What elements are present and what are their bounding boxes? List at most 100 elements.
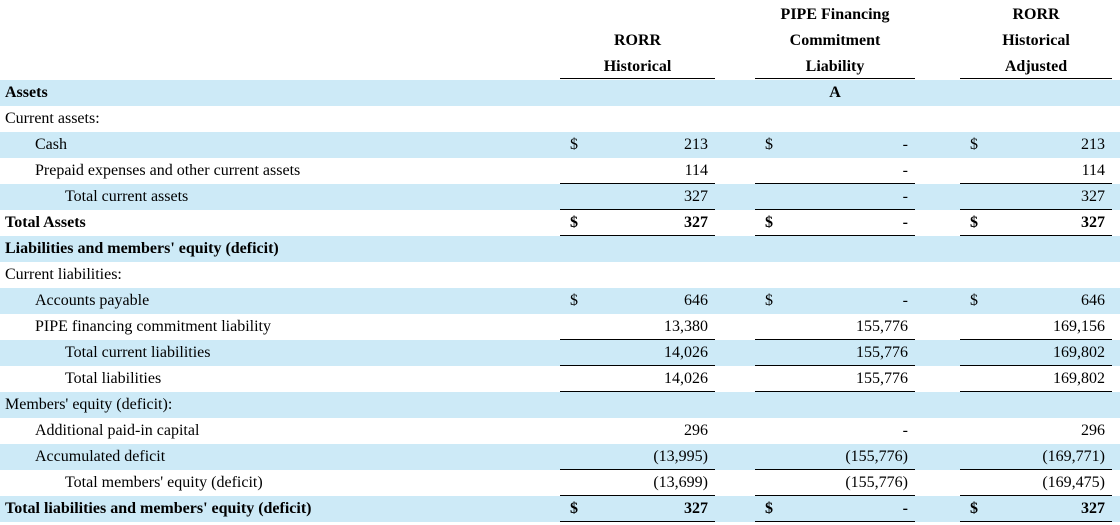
row-label: Accumulated deficit [35,448,166,465]
row-label: Additional paid-in capital [35,422,200,439]
value-cell: 155,776 [755,314,915,340]
value-cell: (169,771) [960,444,1112,470]
value-cell: - [755,158,915,184]
amount: 169,802 [1053,370,1105,387]
row-label: Accounts payable [35,292,150,309]
value-cell: $213 [960,132,1112,157]
currency-sign: $ [570,136,578,153]
table-row: Liabilities and members' equity (deficit… [0,236,1120,262]
currency-sign: $ [765,500,773,517]
currency-sign: $ [570,292,578,309]
value-cell: $327 [560,496,715,522]
value-cell: $ - [755,132,915,157]
row-label: Total liabilities and members' equity (d… [5,500,312,517]
value-cell: $ - [755,496,915,522]
table-row: Current assets: [0,106,1120,132]
currency-sign: $ [570,214,578,231]
row-label: Prepaid expenses and other current asset… [35,162,301,179]
column-header: PIPE Financing [780,6,890,23]
amount: 327 [1081,188,1105,205]
table-row: Total liabilities and members' equity (d… [0,496,1120,522]
currency-sign: $ [970,292,978,309]
row-label: Liabilities and members' equity (deficit… [5,240,279,257]
row-label: Current liabilities: [5,266,122,283]
header-rule [960,78,1112,79]
value-cell: $ - [755,210,915,236]
amount: 14,026 [664,370,708,387]
row-label: Cash [35,136,67,153]
row-label: Members' equity (deficit): [5,396,173,413]
row-label: Total members' equity (deficit) [65,474,263,491]
value-cell: (169,475) [960,470,1112,496]
column-header: RORR [613,32,662,49]
value-cell: 114 [560,158,715,184]
value-cell: 14,026 [560,340,715,366]
value-cell: 155,776 [755,366,915,392]
value-cell: (13,995) [560,444,715,470]
amount: - [902,162,908,179]
amount: 114 [684,162,708,179]
row-label: Total current assets [65,188,189,205]
table-row: Total current assets 327 - 327 [0,184,1120,210]
column-header: Historical [603,58,672,75]
value-cell: $327 [560,210,715,236]
value-cell: $327 [960,496,1112,522]
amount: 169,156 [1053,318,1105,335]
amount: 114 [1081,162,1105,179]
amount: 327 [684,188,708,205]
value-cell: $213 [560,132,715,157]
value-cell: 169,156 [960,314,1112,340]
column-header: Liability [805,58,865,75]
table-row: Additional paid-in capital 296 - 296 [0,418,1120,444]
table-row: Prepaid expenses and other current asset… [0,158,1120,184]
amount: 327 [684,214,708,231]
amount: - [902,292,908,309]
row-label: Assets [5,84,48,101]
table-row: Assets [0,80,1120,106]
currency-sign: $ [570,500,578,517]
amount: - [902,500,908,517]
amount: (155,776) [845,474,908,491]
amount: (155,776) [845,448,908,465]
amount: 155,776 [856,344,908,361]
value-cell: 169,802 [960,366,1112,392]
value-cell: $646 [560,288,715,313]
value-cell: $327 [960,210,1112,236]
amount: (13,699) [653,474,708,491]
row-label: Total current liabilities [65,344,211,361]
amount: 155,776 [856,318,908,335]
value-cell: 327 [960,184,1112,210]
value-cell: $ - [755,288,915,313]
amount: 169,802 [1053,344,1105,361]
value-cell: 169,802 [960,340,1112,366]
table-row: Cash $213 $ - $213 [0,132,1120,158]
amount: 327 [684,500,708,517]
amount: (169,771) [1042,448,1105,465]
amount: - [902,188,908,205]
value-cell: (155,776) [755,470,915,496]
amount: 213 [684,136,708,153]
value-cell: (155,776) [755,444,915,470]
value-cell: - [755,184,915,210]
table-row: Total members' equity (deficit) (13,699) (… [0,470,1120,496]
header-rule [755,78,915,79]
currency-sign: $ [765,136,773,153]
amount: 296 [1081,422,1105,439]
currency-sign: $ [970,500,978,517]
row-label: Current assets: [5,110,100,127]
row-label: Total Assets [5,214,86,231]
amount: 646 [684,292,708,309]
amount: 13,380 [664,318,708,335]
table-row: Accumulated deficit (13,995) (155,776) (169… [0,444,1120,470]
value-cell: 327 [560,184,715,210]
table-row: Total liabilities 14,026 155,776 169,802 [0,366,1120,392]
currency-sign: $ [970,136,978,153]
amount: - [902,214,908,231]
table-row: PIPE financing commitment liability 13,38… [0,314,1120,340]
value-cell: 14,026 [560,366,715,392]
table-row: Current liabilities: [0,262,1120,288]
amount: 327 [1081,214,1105,231]
column-note: A [829,84,841,101]
header-rule [560,78,715,79]
